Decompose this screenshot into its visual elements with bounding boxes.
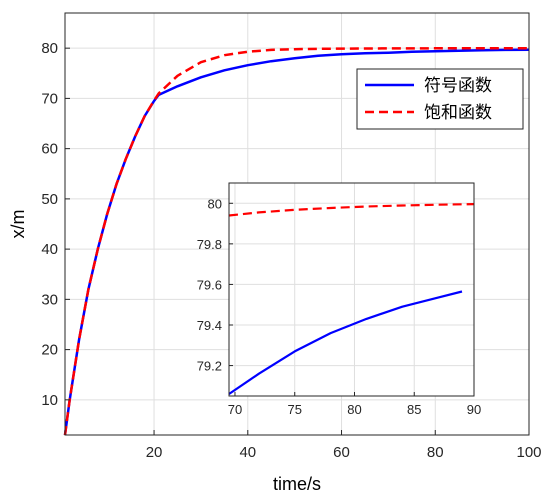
- main-y-tick-label: 70: [41, 90, 58, 107]
- inset-y-tick-label: 79.8: [197, 237, 222, 252]
- inset-axes-box: [228, 182, 475, 397]
- main-y-tick-label: 30: [41, 291, 58, 308]
- main-x-tick-label: 100: [516, 444, 541, 461]
- inset-series-line-saturation: [228, 203, 475, 217]
- inset-y-tick-label: 79.4: [197, 318, 222, 333]
- inset-x-tick-label: 75: [287, 402, 301, 417]
- inset-y-tick-label: 80: [208, 196, 222, 211]
- inset-y-tick-label: 79.2: [197, 359, 222, 374]
- main-y-tick-label: 50: [41, 191, 58, 208]
- main-series-line-saturation: [63, 46, 529, 436]
- inset-series-line-sign: [228, 290, 463, 395]
- inset-ticks: 70 75 80 85 90 79.2 79.4 79.6 79.8 80: [197, 196, 482, 417]
- main-y-tick-label: 20: [41, 342, 58, 359]
- main-x-tick-label: 80: [427, 444, 444, 461]
- inset-x-tick-label: 90: [467, 402, 481, 417]
- main-y-tick-label: 80: [41, 40, 58, 57]
- main-y-tick-label: 60: [41, 141, 58, 158]
- inset-x-tick-label: 85: [407, 402, 421, 417]
- legend-box: [356, 68, 524, 130]
- inset-x-tick-label: 70: [228, 402, 242, 417]
- legend: 符号函数 饱和函数: [356, 68, 524, 130]
- y-axis-label: x/m: [8, 210, 28, 239]
- inset-series: [228, 203, 475, 395]
- main-x-tick-label: 60: [333, 444, 350, 461]
- main-y-tick-label: 10: [41, 392, 58, 409]
- main-series: [63, 46, 530, 436]
- inset: 70 75 80 85 90 79.2 79.4 79.6 79.8 80: [197, 182, 482, 417]
- main-x-tick-label: 40: [239, 444, 256, 461]
- x-axis-label: time/s: [273, 474, 321, 494]
- main-axes-box: [64, 12, 530, 436]
- main-series-line-sign: [63, 48, 530, 436]
- legend-label-sign: 符号函数: [424, 76, 492, 96]
- inset-y-tick-label: 79.6: [197, 277, 222, 292]
- legend-label-saturation: 饱和函数: [424, 103, 492, 123]
- main-ticks: 20 40 60 80 100 10 20 30 40 50 60 70 80: [41, 40, 541, 461]
- main-y-tick-label: 40: [41, 241, 58, 258]
- main-x-tick-label: 20: [146, 444, 163, 461]
- inset-x-tick-label: 80: [347, 402, 361, 417]
- inset-background: [229, 183, 474, 396]
